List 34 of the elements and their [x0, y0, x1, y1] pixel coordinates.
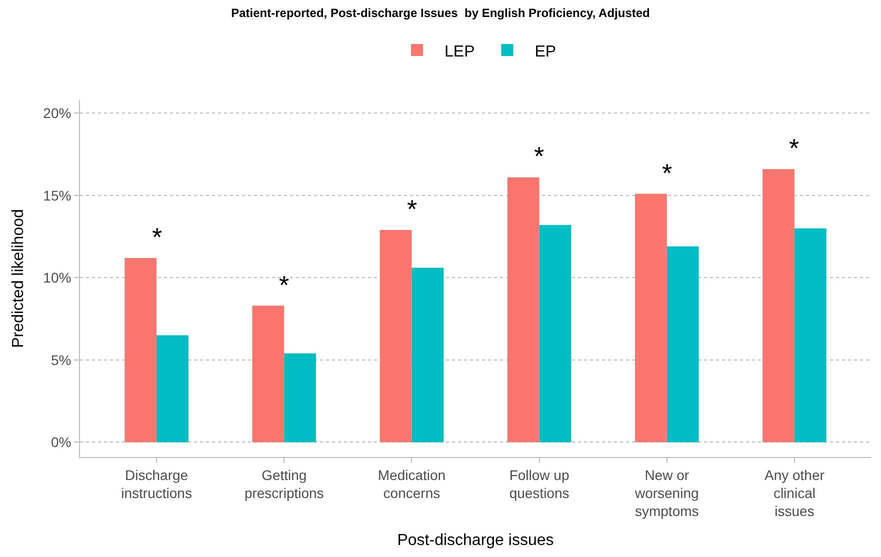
x-tick-label: New or worsening symptoms — [634, 466, 699, 520]
legend-label: LEP — [444, 43, 475, 60]
bar — [634, 194, 667, 442]
y-tick-label: 20% — [43, 105, 72, 122]
y-tick-label: 5% — [50, 352, 72, 368]
bar — [380, 230, 412, 442]
bar — [284, 353, 316, 442]
chart-title: Patient-reported, Post-discharge Issues by English Proficiency, Adjusted — [231, 6, 650, 20]
annotation: * — [407, 194, 418, 224]
legend-label: EP — [534, 43, 556, 60]
annotation: * — [789, 133, 800, 163]
bar — [762, 169, 794, 442]
annotation: * — [152, 222, 162, 252]
annotation: * — [534, 141, 544, 171]
y-tick-label: 10% — [43, 270, 72, 286]
bar — [794, 228, 826, 442]
bar — [252, 306, 284, 442]
bar — [124, 258, 157, 442]
x-tick-label: Medication concerns — [378, 466, 446, 501]
bar — [156, 335, 188, 442]
x-tick-label: Follow up questions — [509, 466, 570, 501]
x-tick-label: Discharge instructions — [121, 466, 192, 501]
x-tick-label: Getting prescriptions — [244, 466, 324, 501]
bar — [539, 225, 572, 442]
annotation: * — [662, 158, 672, 188]
x-tick-label: Any other clinical issues — [764, 466, 825, 520]
bar — [666, 246, 699, 442]
bar — [507, 177, 540, 442]
y-tick-label: 15% — [43, 187, 72, 204]
bar — [412, 268, 444, 442]
x-axis-title: Post-discharge issues — [397, 532, 554, 549]
annotation: * — [279, 270, 290, 300]
y-tick-label: 0% — [50, 434, 72, 450]
y-axis-title: Predicted likelihood — [10, 209, 28, 348]
